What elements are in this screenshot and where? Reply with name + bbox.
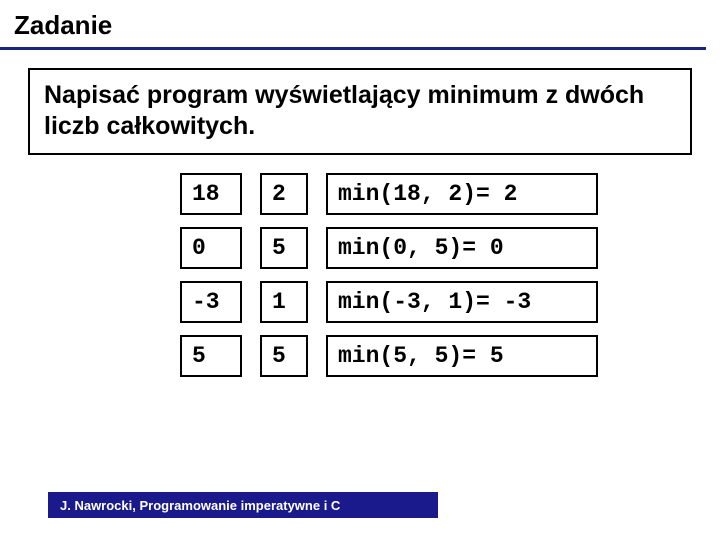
cell-a: 18: [180, 173, 242, 215]
cell-b: 2: [260, 173, 308, 215]
footer-bar: J. Nawrocki, Programowanie imperatywne i…: [48, 492, 438, 518]
cell-result: min(0, 5)= 0: [326, 227, 598, 269]
cell-b: 5: [260, 335, 308, 377]
table-row: 0 5 min(0, 5)= 0: [180, 227, 720, 269]
cell-a: 0: [180, 227, 242, 269]
title-underline: [0, 47, 706, 50]
table-row: 18 2 min(18, 2)= 2: [180, 173, 720, 215]
cell-b: 5: [260, 227, 308, 269]
examples-table: 18 2 min(18, 2)= 2 0 5 min(0, 5)= 0 -3 1…: [180, 173, 720, 377]
cell-a: -3: [180, 281, 242, 323]
cell-result: min(5, 5)= 5: [326, 335, 598, 377]
cell-result: min(18, 2)= 2: [326, 173, 598, 215]
cell-a: 5: [180, 335, 242, 377]
cell-b: 1: [260, 281, 308, 323]
cell-result: min(-3, 1)= -3: [326, 281, 598, 323]
table-row: -3 1 min(-3, 1)= -3: [180, 281, 720, 323]
task-description-box: Napisać program wyświetlający minimum z …: [28, 68, 692, 155]
table-row: 5 5 min(5, 5)= 5: [180, 335, 720, 377]
slide-title: Zadanie: [0, 0, 720, 47]
